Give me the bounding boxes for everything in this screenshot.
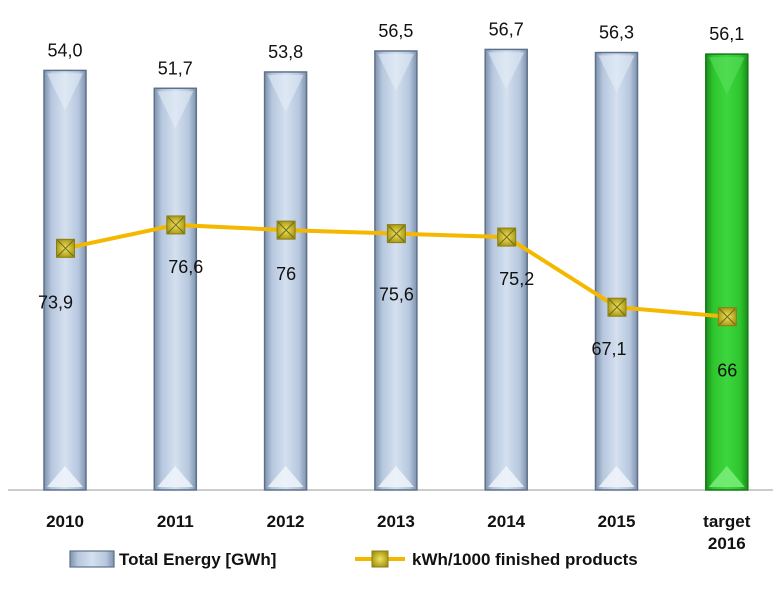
bar-body [705,53,749,491]
line-value-label: 76 [276,264,296,284]
line-marker-cross [608,298,626,316]
bar [705,53,749,491]
bar-value-label: 56,5 [378,21,413,41]
bar-top-bevel [47,73,83,111]
bar-body [43,69,87,491]
bar-value-label: 56,1 [709,24,744,44]
line-marker-cross [388,225,405,242]
line-value-label: 67,1 [591,339,626,359]
x-tick-label: target 2016 [703,512,751,553]
bar-bottom-bevel [708,466,745,487]
bar-value-label: 53,8 [268,42,303,62]
line-marker-cross [498,228,516,246]
legend: Total Energy [GWh] kWh/1000 finished pro… [69,550,638,569]
bar-body [484,48,528,491]
bar-top-bevel [708,57,745,95]
bar-body [263,71,308,491]
bar-top-bevel [488,52,525,90]
x-tick-label: 2011 [157,512,194,531]
bar [153,87,198,491]
bar-bottom-bevel [47,466,83,487]
bar-top-bevel [377,53,414,91]
bar-body [594,51,639,491]
bar [43,69,87,491]
line-marker-cross [718,308,736,326]
bar-top-bevel [598,55,635,93]
bar-value-label: 54,0 [47,40,82,60]
bar-bottom-bevel [598,466,635,487]
bar-value-label: 56,7 [489,19,524,39]
line-marker-cross [277,221,295,239]
bar-value-label: 51,7 [158,58,193,78]
bar-bottom-bevel [157,466,194,487]
x-tick-label: 2014 [487,512,525,531]
x-tick-label: 2012 [267,512,305,531]
x-tick-label: 2013 [377,512,415,531]
legend-bar-swatch [69,550,115,568]
line-value-label: 73,9 [38,292,73,312]
legend-line-marker [371,550,389,568]
line-value-label: 76,6 [168,257,203,277]
bar-value-label: 56,3 [599,23,634,43]
x-tick-label: 2015 [598,512,636,531]
labels-layer: 54,0 51,7 53,8 56,5 56,7 56,3 56,1 73,9 76,6 76 75… [38,19,751,553]
legend-label-total-energy: Total Energy [GWh] [119,550,276,569]
x-tick-label: 2010 [46,512,84,531]
line-marker-cross [167,216,185,234]
bar-body [374,50,418,491]
bar-bottom-bevel [267,466,304,487]
bars-layer [43,48,749,491]
line-value-label: 66 [717,361,737,381]
bar-top-bevel [267,74,304,112]
bar-top-bevel [157,91,194,129]
line-value-label: 75,6 [379,285,414,305]
bar [374,50,418,491]
legend-label-kwh: kWh/1000 finished products [412,550,638,569]
bar [263,71,308,491]
bar-bottom-bevel [488,466,525,487]
line-value-label: 75,2 [499,269,534,289]
bar [484,48,528,491]
line-layer [56,215,737,327]
line-marker-cross [57,239,74,257]
bar-bottom-bevel [377,466,414,487]
bar-body [153,87,198,491]
bar [594,51,639,491]
